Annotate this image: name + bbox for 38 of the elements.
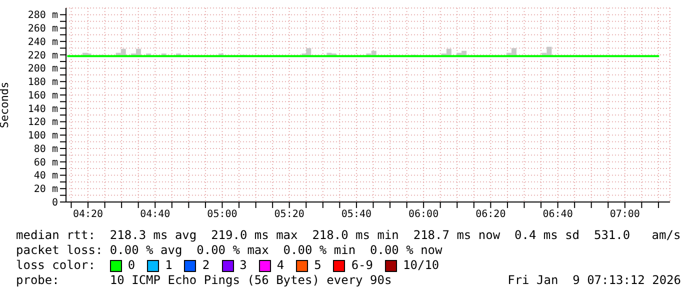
y-tick-label: 220 m (28, 50, 58, 62)
y-tick-label: 280 m (28, 10, 58, 22)
x-tick-label: 05:00 (207, 209, 238, 220)
y-tick-label: 20 m (34, 184, 58, 196)
y-tick-label: 180 m (28, 77, 58, 88)
legend-label: 4 (276, 258, 284, 273)
y-tick-label: 200 m (28, 64, 58, 75)
y-tick-label: 80 m (34, 144, 58, 155)
x-tick-label: 07:00 (610, 209, 640, 220)
text: Fri Jan 9 07:13:12 2026 (508, 273, 681, 288)
y-tick-label: 140 m (28, 104, 58, 115)
y-tick-label: 100 m (28, 130, 58, 142)
y-tick-label: 240 m (28, 36, 58, 48)
x-tick-label: 06:40 (542, 209, 573, 220)
x-tick-label: 05:20 (274, 209, 304, 220)
y-tick-label: 160 m (28, 90, 58, 102)
text: packet loss: 0.00 % avg 0.00 % max 0.00 % min 0.00 % now (16, 243, 444, 258)
x-tick-label: 05:40 (341, 209, 372, 220)
y-tick-label: 120 m (28, 117, 58, 128)
x-tick-label: 06:20 (476, 209, 506, 220)
legend-title: loss color: (16, 258, 96, 273)
legend-label: 1 (165, 258, 172, 273)
y-tick-label: 260 m (28, 24, 58, 35)
legend-label: 0 (128, 258, 136, 273)
legend-label: 10/10 (403, 258, 440, 273)
legend-label: 2 (202, 258, 210, 273)
x-tick-label: 06:00 (408, 209, 439, 220)
text: median rtt: 218.3 ms avg 219.0 ms max 218.0 ms min 218.7 ms now 0.4 ms sd 531.0 am/s (16, 228, 682, 243)
y-tick-label: 0 (52, 198, 58, 208)
legend-label: 3 (240, 258, 247, 273)
y-tick-label: 60 m (34, 157, 58, 168)
text: probe: 10 ICMP Echo Pings (56 Bytes) every 90s (16, 273, 392, 288)
y-axis-title: Seconds (0, 82, 11, 128)
legend-label: 5 (314, 258, 322, 273)
legend-label: 6-9 (351, 258, 374, 273)
x-tick-label: 04:20 (72, 209, 104, 220)
x-tick-label: 04:40 (140, 209, 170, 220)
y-tick-label: 40 m (34, 170, 58, 182)
